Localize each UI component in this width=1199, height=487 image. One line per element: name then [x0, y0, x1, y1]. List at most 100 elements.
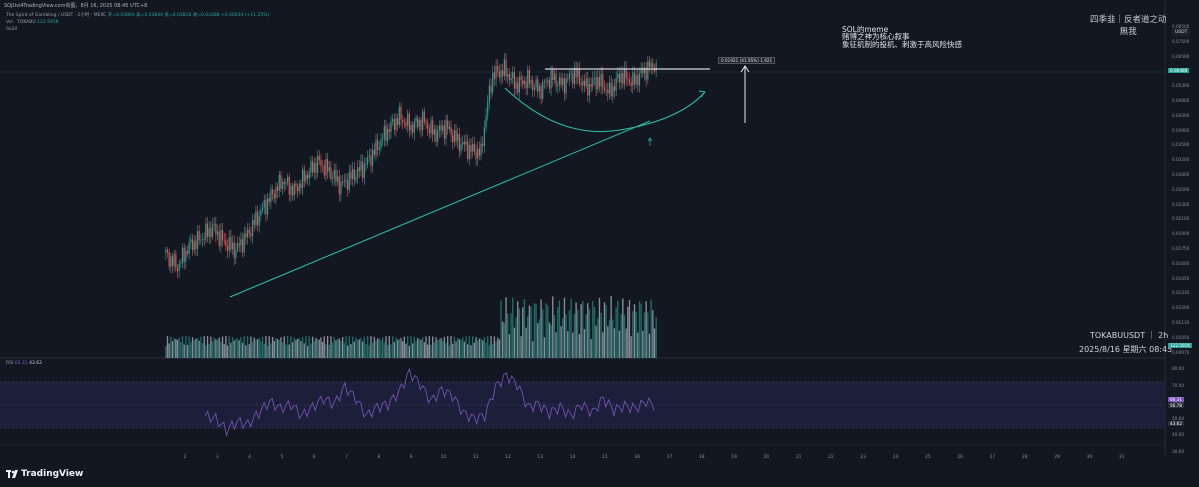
price-scale-label: 0.02300 — [1172, 201, 1190, 207]
candle-body — [578, 68, 581, 84]
volume-bar — [301, 336, 304, 358]
volume-bar — [290, 336, 292, 358]
volume-bar — [331, 342, 334, 358]
volume-bar — [647, 312, 649, 358]
candle-body — [503, 59, 505, 76]
volume-bar — [520, 336, 522, 358]
volume-bar — [175, 339, 177, 358]
volume-bar — [173, 338, 175, 358]
volume-bar — [330, 336, 332, 358]
candle-body — [597, 77, 599, 89]
volume-bar — [171, 341, 174, 358]
volume-bar — [417, 338, 419, 358]
volume-bar — [567, 331, 569, 358]
candle-body — [565, 78, 567, 94]
candle-body — [623, 67, 626, 85]
volume-bar — [632, 311, 634, 358]
price-scale-label: 0.03200 — [1172, 157, 1190, 163]
volume-bar — [502, 321, 504, 358]
candle-body — [523, 81, 525, 85]
volume-bar — [595, 325, 597, 358]
candle-body — [650, 63, 652, 68]
volume-bar — [462, 337, 464, 358]
rsi-legend[interactable]: RSI 66.31 43.62 — [6, 361, 42, 366]
candle-body — [185, 250, 187, 263]
measure-label[interactable]: 0.01921 (41.95%) 1,921 — [718, 57, 776, 64]
volume-bar — [553, 315, 556, 358]
volume-bar — [468, 336, 471, 358]
candle-body — [610, 82, 612, 97]
volume-bar — [213, 337, 215, 358]
volume-bar — [265, 336, 267, 358]
volume-bar — [320, 337, 322, 358]
candle-body — [605, 89, 607, 91]
volume-bar — [410, 336, 412, 358]
candle-body — [572, 73, 574, 84]
volume-bar — [241, 342, 244, 358]
text-annotation[interactable]: SOL的meme 赌博之神为核心叙事 象征机制的投机、刺激于高风险快感 — [842, 25, 962, 49]
time-axis[interactable]: 2 3 4 5 6 7 8 9 10 11 12 13 14 15 16 17 18 19 20 21 22 23 24 25… — [0, 455, 1165, 465]
symbol-legend[interactable]: The Spirit of Gambling / USDT · 2小时 · ME… — [6, 12, 269, 33]
candle-body — [173, 254, 175, 266]
candle-body — [176, 268, 179, 271]
tradingview-logo[interactable]: TradingView — [6, 469, 83, 479]
price-scale-label: 0.05300 — [1172, 83, 1190, 89]
candle-body — [443, 125, 445, 139]
candle-body — [178, 263, 180, 271]
volume-bar — [315, 337, 317, 358]
candle-body — [553, 73, 556, 81]
volume-bar — [256, 339, 259, 358]
price-scale-label: 0.02100 — [1172, 216, 1190, 222]
volume-bar — [280, 337, 282, 358]
price-scale-label: 0.01200 — [1172, 305, 1190, 311]
candle-body — [607, 89, 609, 94]
candle-body — [313, 162, 315, 173]
volume-bar — [542, 309, 544, 358]
volume-bar — [376, 338, 379, 358]
volume-bar — [400, 337, 402, 358]
volume-bar — [390, 344, 392, 358]
candle-body — [216, 231, 219, 235]
candle-body — [340, 181, 342, 195]
volume-bar — [260, 341, 262, 358]
candle-body — [593, 77, 596, 79]
volume-bar — [176, 339, 179, 358]
cup-curve[interactable] — [504, 87, 706, 133]
annotation-line-1: SOL的meme — [842, 25, 889, 34]
volume-bar — [180, 342, 182, 358]
candle-body — [620, 73, 622, 83]
trendline[interactable] — [229, 120, 651, 298]
candle-body — [603, 87, 606, 91]
candle-body — [360, 161, 362, 172]
candle-body — [213, 223, 215, 226]
candle-body — [295, 183, 297, 187]
candle-body — [625, 67, 627, 79]
candle-body — [648, 60, 651, 68]
candle-body — [430, 120, 432, 134]
candle-body — [168, 251, 170, 267]
candle-body — [397, 118, 399, 125]
volume-bar — [490, 336, 492, 358]
candle-body — [302, 169, 304, 189]
candle-body — [312, 161, 314, 173]
currency-button[interactable]: USDT — [1172, 29, 1191, 36]
volume-bar — [353, 341, 355, 358]
volume-bar — [183, 344, 185, 358]
candle-body — [338, 176, 340, 195]
candle-body — [270, 189, 272, 202]
volume-bar — [428, 336, 431, 358]
volume-bar — [340, 340, 342, 358]
volume-bar — [303, 343, 305, 358]
candle-body — [358, 167, 360, 172]
price-scale[interactable]: 0.085000.075000.065000.059000.053000.048… — [1165, 24, 1195, 364]
candle-body — [417, 117, 419, 127]
time-axis-label: 29 — [1054, 455, 1060, 460]
candle-body — [440, 125, 442, 131]
time-axis-label: 25 — [925, 455, 931, 460]
volume-bar — [296, 338, 299, 358]
volume-bar — [211, 341, 214, 358]
volume-bar — [447, 336, 449, 358]
time-axis-label: 10 — [440, 455, 447, 460]
volume-bar — [500, 300, 502, 358]
